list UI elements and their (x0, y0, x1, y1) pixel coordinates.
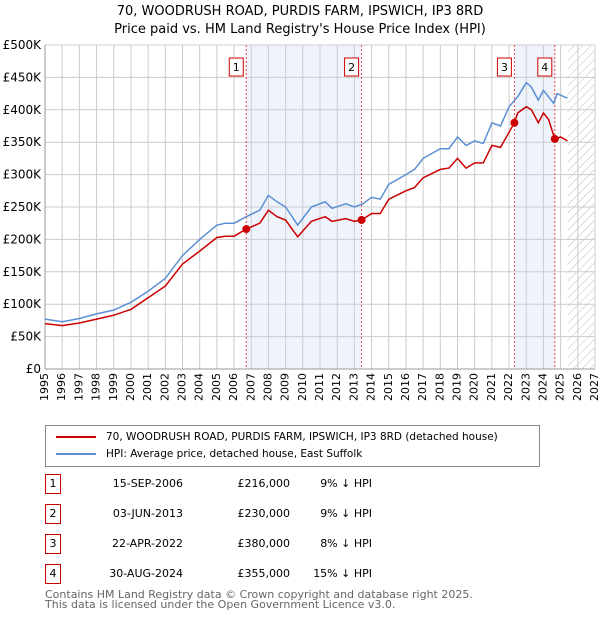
x-tick-label: 2021 (485, 373, 498, 401)
x-tick-label: 1996 (55, 373, 68, 401)
series-line (44, 81, 568, 323)
x-tick-label: 2007 (244, 373, 257, 401)
chart-legend: 70, WOODRUSH ROAD, PURDIS FARM, IPSWICH,… (45, 425, 540, 467)
transaction-row: 1 15-SEP-2006 £216,000 9% ↓ HPI (45, 474, 505, 494)
sale-point (550, 134, 559, 143)
transaction-hpi-diff: 8% ↓ HPI (320, 537, 372, 550)
sale-label: 3 (501, 61, 508, 74)
x-tick-label: 1997 (72, 373, 85, 401)
transaction-number: 3 (45, 534, 61, 554)
footer: Contains HM Land Registry data © Crown c… (45, 588, 473, 611)
legend-item-hpi: HPI: Average price, detached house, East… (56, 446, 362, 462)
x-tick-label: 2001 (141, 373, 154, 401)
x-tick-label: 2014 (365, 373, 378, 401)
legend-label: 70, WOODRUSH ROAD, PURDIS FARM, IPSWICH,… (106, 431, 498, 443)
x-tick-label: 2026 (571, 373, 584, 401)
transaction-date: 03-JUN-2013 (112, 507, 183, 520)
transaction-row: 4 30-AUG-2024 £355,000 15% ↓ HPI (45, 564, 505, 584)
x-tick-label: 2017 (416, 373, 429, 401)
x-tick-label: 2006 (227, 373, 240, 401)
y-tick-label: £200K (3, 232, 43, 246)
x-tick-label: 2016 (399, 373, 412, 401)
transaction-number: 1 (45, 474, 61, 494)
x-tick-label: 2008 (261, 373, 274, 401)
transaction-date: 30-AUG-2024 (109, 567, 183, 580)
y-tick-label: £250K (3, 200, 43, 214)
legend-swatch-red (56, 436, 96, 438)
sale-label-box (228, 57, 244, 77)
x-tick-label: 2020 (468, 373, 481, 401)
x-tick-label: 2010 (296, 373, 309, 401)
x-tick-label: 1995 (38, 373, 51, 401)
x-tick-label: 2004 (193, 373, 206, 401)
sale-label-box (537, 57, 553, 77)
footer-line-1: Contains HM Land Registry data © Crown c… (45, 588, 473, 601)
x-tick-label: 2009 (279, 373, 292, 401)
transaction-price: £355,000 (237, 567, 291, 580)
sale-label: 2 (348, 61, 355, 74)
y-tick-label: £300K (3, 168, 43, 182)
sale-label: 1 (233, 61, 240, 74)
transaction-hpi-diff: 9% ↓ HPI (320, 507, 372, 520)
x-tick-label: 1999 (107, 373, 120, 401)
y-tick-label: £400K (3, 103, 43, 117)
y-tick-label: £150K (3, 265, 43, 279)
x-tick-label: 2019 (451, 373, 464, 401)
transaction-row: 2 03-JUN-2013 £230,000 9% ↓ HPI (45, 504, 505, 524)
sale-point (357, 215, 366, 224)
transaction-date: 22-APR-2022 (111, 537, 183, 550)
transaction-number: 4 (45, 564, 61, 584)
legend-swatch-blue (56, 453, 96, 455)
legend-item-property: 70, WOODRUSH ROAD, PURDIS FARM, IPSWICH,… (56, 429, 498, 445)
y-tick-label: £350K (3, 135, 43, 149)
sale-label-box (344, 57, 360, 77)
x-tick-label: 2015 (382, 373, 395, 401)
title-line-1: 70, WOODRUSH ROAD, PURDIS FARM, IPSWICH,… (116, 4, 484, 19)
x-tick-label: 2024 (536, 373, 549, 401)
x-tick-label: 2002 (158, 373, 171, 401)
sale-label: 4 (541, 61, 548, 74)
transaction-price: £216,000 (237, 477, 291, 490)
x-tick-label: 2000 (124, 373, 137, 401)
sale-point (242, 225, 251, 234)
price-chart: 1995 1996 1997 1998 1999 2000 2001 2002 2003 2004… (3, 38, 600, 401)
chart-title: 70, WOODRUSH ROAD, PURDIS FARM, IPSWICH,… (0, 3, 600, 39)
transaction-date: 15-SEP-2006 (112, 477, 183, 490)
footer-line-2: This data is licensed under the Open Gov… (45, 598, 396, 611)
legend-label: HPI: Average price, detached house, East… (106, 448, 363, 460)
transaction-price: £380,000 (237, 537, 291, 550)
title-line-2: Price paid vs. HM Land Registry's House … (114, 22, 486, 37)
x-tick-label: 2011 (313, 373, 326, 401)
x-tick-label: 2025 (554, 373, 567, 401)
y-tick-label: £100K (3, 297, 43, 311)
x-tick-label: 2012 (330, 373, 343, 401)
y-tick-label: £500K (3, 38, 43, 52)
transaction-price: £230,000 (237, 507, 291, 520)
transaction-hpi-diff: 15% ↓ HPI (313, 567, 372, 580)
y-tick-label: £50K (10, 330, 42, 344)
transaction-row: 3 22-APR-2022 £380,000 8% ↓ HPI (45, 534, 505, 554)
sale-point (510, 118, 519, 127)
x-tick-label: 2018 (433, 373, 446, 401)
y-tick-label: £450K (3, 70, 43, 84)
x-tick-label: 2003 (176, 373, 189, 401)
x-tick-label: 2023 (519, 373, 532, 401)
sale-label-box (496, 57, 512, 77)
transaction-number: 2 (45, 504, 61, 524)
x-tick-label: 2013 (347, 373, 360, 401)
y-tick-label: £0 (26, 362, 41, 376)
x-tick-label: 2027 (588, 373, 600, 401)
x-tick-label: 2022 (502, 373, 515, 401)
x-tick-label: 1998 (90, 373, 103, 401)
transaction-hpi-diff: 9% ↓ HPI (320, 477, 372, 490)
x-tick-label: 2005 (210, 373, 223, 401)
